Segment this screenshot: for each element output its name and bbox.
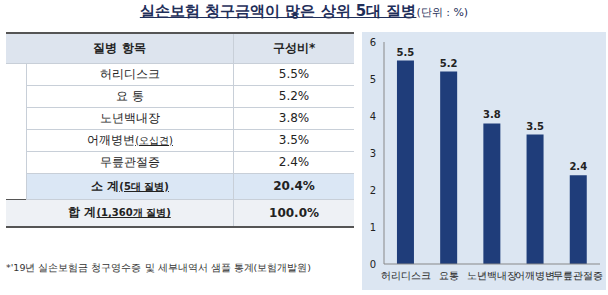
svg-text:노년백내장: 노년백내장 (467, 270, 517, 281)
html-text:5.2%: 5.2% (278, 89, 310, 103)
html-text:5.5%: 5.5% (278, 67, 310, 81)
svg-text:2.4: 2.4 (569, 161, 587, 172)
svg-text:5.5: 5.5 (397, 47, 415, 58)
svg-text:3.5: 3.5 (526, 121, 544, 132)
html-text:*'19년 실손보험금 청구영수증 및 세부내역서 샘플 통: *'19년 실손보험금 청구영수증 및 세부내역서 샘플 통계(보험개발원) (6, 262, 311, 273)
html-text:2.4%: 2.4% (278, 155, 310, 169)
svg-text:0: 0 (370, 259, 376, 270)
svg-text:1: 1 (370, 222, 376, 233)
svg-text:4: 4 (370, 111, 376, 122)
html-text:3.5%: 3.5% (278, 133, 310, 147)
html-text:어깨병변(오십견): 어깨병변(오십견) (87, 132, 173, 147)
svg-text:5: 5 (370, 74, 376, 85)
html-text:노년백내장: 노년백내장 (100, 110, 160, 125)
svg-text:2: 2 (370, 185, 376, 196)
svg-text:3: 3 (370, 148, 376, 159)
html-text:소 계(5대 질병): 소 계(5대 질병) (91, 178, 169, 193)
html-text:구성비*: 구성비* (272, 40, 316, 55)
html-text:100.0%: 100.0% (269, 205, 319, 220)
svg-text:어깨병변: 어깨병변 (515, 270, 555, 281)
html-text:3.8%: 3.8% (278, 111, 310, 125)
html-text:무릎관절증: 무릎관절증 (100, 154, 160, 169)
svg-text:3.8: 3.8 (483, 109, 501, 120)
svg-text:요통: 요통 (439, 270, 459, 281)
html-text:요 통: 요 통 (116, 88, 144, 103)
svg-text:5.2: 5.2 (440, 58, 458, 69)
svg-text:허리디스크: 허리디스크 (381, 270, 431, 281)
html-text:허리디스크: 허리디스크 (100, 66, 160, 81)
html-text:질병 항목: 질병 항목 (93, 40, 146, 55)
svg-text:6: 6 (370, 37, 376, 48)
html-text:실손보험 청구금액이 많은 상위 5대 질병(단위 : %): 실손보험 청구금액이 많은 상위 5대 질병(단위 : %) (139, 2, 469, 20)
svg-text:무릎관절증: 무릎관절증 (553, 270, 600, 281)
html-text:20.4%: 20.4% (273, 179, 315, 193)
html-text:합 계(1,360개 질병): 합 계(1,360개 질병) (68, 205, 171, 220)
